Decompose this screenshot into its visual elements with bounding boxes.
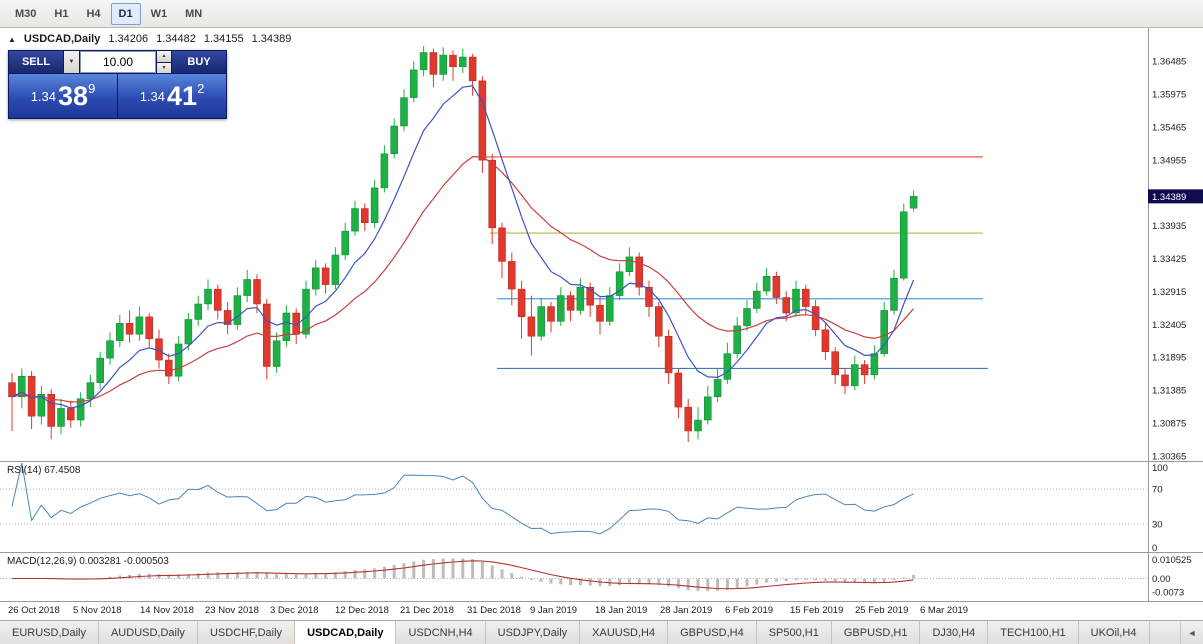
- ohlc-open-value: 1.34206: [108, 33, 149, 45]
- dropdown-arrow-icon: ▼: [68, 59, 75, 65]
- timeframe-button-h1[interactable]: H1: [54, 7, 69, 20]
- ask-price-sup: 2: [197, 81, 205, 96]
- svg-text:1.35465: 1.35465: [1152, 122, 1186, 133]
- collapse-panel-icon[interactable]: ▲: [8, 34, 16, 44]
- volume-stepper: ▲ ▼: [157, 51, 171, 73]
- svg-text:1.30875: 1.30875: [1152, 418, 1186, 429]
- ohlc-close-value: 1.34389: [251, 33, 292, 45]
- timeframe-button-w1[interactable]: W1: [150, 7, 168, 20]
- one-click-trade-panel: SELL ▼ 10.00 ▲ ▼ BUY 1.34 38 9 1.34 41 2: [8, 50, 227, 119]
- svg-text:1.32915: 1.32915: [1152, 287, 1186, 298]
- chart-tab-eurusd-daily[interactable]: EURUSD,Daily: [0, 621, 99, 644]
- chart-tab-xauusd-h4[interactable]: XAUUSD,H4: [580, 621, 669, 644]
- arrow-left-icon: ◄: [1187, 628, 1197, 638]
- volume-decrease-button[interactable]: ▼: [157, 62, 171, 73]
- ohlc-low-value: 1.34155: [203, 33, 244, 45]
- macd-indicator-label: MACD(12,26,9) 0.003281 -0.000503: [7, 556, 169, 567]
- svg-text:70: 70: [1152, 485, 1163, 496]
- svg-text:9 Jan 2019: 9 Jan 2019: [530, 605, 577, 616]
- ask-price-big: 41: [167, 80, 198, 111]
- svg-text:1.33935: 1.33935: [1152, 221, 1186, 232]
- ohlc-high-value: 1.34482: [156, 33, 196, 45]
- bid-price-prefix: 1.34: [30, 88, 57, 104]
- svg-text:1.34955: 1.34955: [1152, 155, 1186, 166]
- candles: [8, 46, 918, 442]
- chart-tab-dj30-h4[interactable]: DJ30,H4: [920, 621, 989, 644]
- svg-text:26 Oct 2018: 26 Oct 2018: [8, 605, 60, 616]
- chart-tab-bar: EURUSD,Daily AUDUSD,Daily USDCHF,Daily USDC…: [0, 620, 1203, 644]
- svg-text:100: 100: [1152, 463, 1168, 474]
- sell-button[interactable]: SELL: [9, 51, 63, 73]
- date-axis: 26 Oct 2018 5 Nov 2018 14 Nov 2018 23 Nov 2…: [8, 605, 968, 616]
- svg-text:6 Mar 2019: 6 Mar 2019: [920, 605, 968, 616]
- svg-text:14 Nov 2018: 14 Nov 2018: [140, 605, 194, 616]
- rsi-pane: 100 70 30 0: [0, 462, 1168, 554]
- svg-text:3 Dec 2018: 3 Dec 2018: [270, 605, 319, 616]
- tab-scroll-left-button[interactable]: ◄: [1180, 622, 1203, 644]
- svg-text:21 Dec 2018: 21 Dec 2018: [400, 605, 454, 616]
- chart-tab-usdjpy-daily[interactable]: USDJPY,Daily: [486, 621, 581, 644]
- timeframe-toolbar: M30 H1 H4 D1 W1 MN: [0, 0, 1203, 28]
- macd-signal-line: [12, 560, 914, 590]
- chart-tab-gbpusd-h1[interactable]: GBPUSD,H1: [832, 621, 921, 644]
- timeframe-button-m30[interactable]: M30: [15, 7, 37, 20]
- svg-text:5 Nov 2018: 5 Nov 2018: [73, 605, 122, 616]
- svg-text:18 Jan 2019: 18 Jan 2019: [595, 605, 647, 616]
- svg-text:31 Dec 2018: 31 Dec 2018: [467, 605, 521, 616]
- chart-tab-usdcad-daily[interactable]: USDCAD,Daily: [295, 621, 397, 644]
- svg-text:1.33425: 1.33425: [1152, 254, 1186, 265]
- rsi-indicator-label: RSI(14) 67.4508: [7, 465, 81, 476]
- chart-tab-tech100-h1[interactable]: TECH100,H1: [988, 621, 1079, 644]
- timeframe-button-d1[interactable]: D1: [110, 2, 141, 25]
- svg-text:1.31385: 1.31385: [1152, 386, 1186, 397]
- svg-text:0: 0: [1152, 543, 1157, 554]
- svg-text:6 Feb 2019: 6 Feb 2019: [725, 605, 773, 616]
- svg-text:1.30365: 1.30365: [1152, 451, 1186, 462]
- rsi-line: [11, 462, 914, 535]
- macd-pane: 0.010525 0.00 -0.0073: [0, 555, 1192, 598]
- horizontal-lines: [478, 156, 988, 370]
- bid-price-sup: 9: [88, 81, 96, 96]
- volume-increase-button[interactable]: ▲: [157, 51, 171, 62]
- svg-text:1.32405: 1.32405: [1152, 320, 1186, 331]
- volume-input[interactable]: 10.00: [80, 51, 156, 73]
- svg-text:12 Dec 2018: 12 Dec 2018: [335, 605, 389, 616]
- svg-text:0.00: 0.00: [1152, 574, 1171, 585]
- ask-price-button[interactable]: 1.34 41 2: [118, 74, 226, 118]
- price-axis: 1.364851.359751.354651.349551.344451.339…: [1148, 57, 1203, 462]
- volume-dropdown-button[interactable]: ▼: [64, 51, 79, 73]
- svg-text:1.35975: 1.35975: [1152, 90, 1186, 101]
- svg-text:25 Feb 2019: 25 Feb 2019: [855, 605, 908, 616]
- symbol-period-label: USDCAD,Daily: [23, 33, 101, 45]
- ma-fast-line: [11, 85, 915, 409]
- bid-price-big: 38: [58, 80, 89, 111]
- buy-button[interactable]: BUY: [172, 51, 226, 73]
- chart-tab-usdchf-daily[interactable]: USDCHF,Daily: [198, 621, 296, 644]
- bid-price-button[interactable]: 1.34 38 9: [9, 74, 117, 118]
- svg-text:23 Nov 2018: 23 Nov 2018: [205, 605, 259, 616]
- chart-tab-usdcnh-h4[interactable]: USDCNH,H4: [396, 621, 486, 644]
- ma-slow-line: [11, 155, 915, 403]
- svg-text:1.34389: 1.34389: [1152, 192, 1186, 203]
- svg-text:1.36485: 1.36485: [1152, 57, 1186, 68]
- timeframe-button-h4[interactable]: H4: [86, 7, 101, 20]
- chart-tab-sp500-h1[interactable]: SP500,H1: [757, 621, 832, 644]
- svg-text:28 Jan 2019: 28 Jan 2019: [660, 605, 712, 616]
- chart-tab-ukoil-h4[interactable]: UKOil,H4: [1079, 621, 1150, 644]
- svg-text:1.31895: 1.31895: [1152, 353, 1186, 364]
- ask-price-prefix: 1.34: [139, 88, 166, 104]
- chart-tab-audusd-daily[interactable]: AUDUSD,Daily: [99, 621, 198, 644]
- svg-text:15 Feb 2019: 15 Feb 2019: [790, 605, 843, 616]
- quote-header: ▲ USDCAD,Daily 1.34206 1.34482 1.34155 1…: [8, 33, 291, 45]
- svg-text:30: 30: [1152, 519, 1163, 530]
- svg-text:0.010525: 0.010525: [1152, 555, 1192, 566]
- svg-text:-0.0073: -0.0073: [1152, 587, 1184, 598]
- current-price-badge: [1148, 189, 1203, 204]
- chart-tab-gbpusd-h4[interactable]: GBPUSD,H4: [668, 621, 757, 644]
- timeframe-button-mn[interactable]: MN: [185, 7, 203, 20]
